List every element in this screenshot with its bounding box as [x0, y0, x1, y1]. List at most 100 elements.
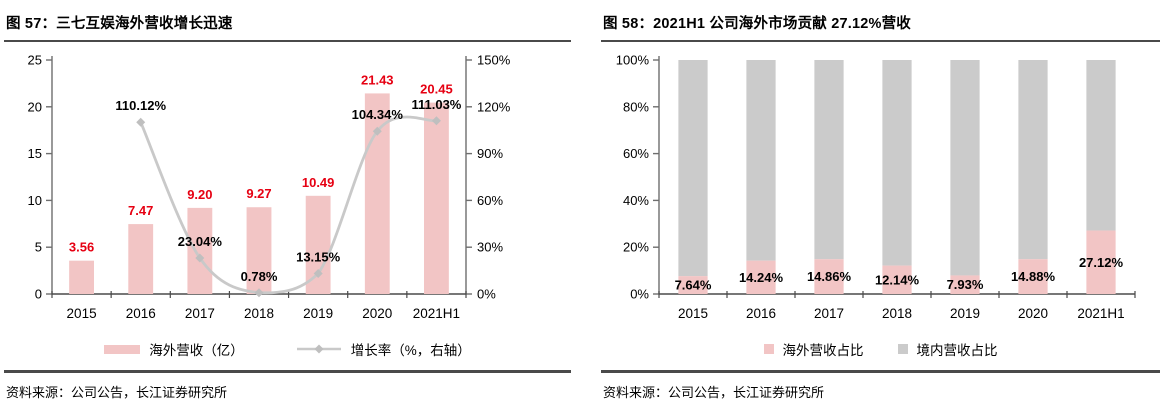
legend-label-growth-rate: 增长率（%，右轴） — [350, 343, 471, 358]
bar-2017 — [187, 207, 213, 294]
overseas-segment-2019 — [950, 275, 980, 294]
overseas-share-label-2019: 7.93% — [947, 277, 984, 292]
figure-58-footer-divider — [601, 370, 1160, 373]
category-label-2021H1: 2021H1 — [1077, 306, 1124, 321]
svg-text:25: 25 — [28, 53, 42, 68]
category-label-2020: 2020 — [1018, 306, 1048, 321]
line-marker-2021H1 — [431, 116, 441, 126]
legend-item-growth-rate: 增长率（%，右轴） — [296, 339, 471, 359]
figure-58-stacked-chart: 0%20%40%60%80%100%2015 2016 2017 2018 2019 20… — [616, 53, 1136, 321]
legend-label-domestic-share: 境内营收占比 — [916, 343, 998, 358]
overseas-segment-2016 — [746, 260, 776, 294]
left-axis: 0 5 10 15 20 25 — [28, 53, 53, 302]
category-label-2015: 2015 — [678, 306, 708, 321]
line-label-2019: 13.15% — [296, 249, 341, 264]
svg-text:60%: 60% — [477, 193, 503, 208]
x-axis: 2015 2016 2017 2018 2019 2020 2021H1 — [51, 291, 467, 321]
left-axis: 0% 20% 40% 60% 80% 100% — [616, 53, 660, 302]
bar-label-2021H1: 20.45 — [420, 82, 453, 97]
overseas-share-swatch-icon — [763, 344, 774, 354]
bar-label-2015: 3.56 — [69, 240, 94, 255]
svg-text:40%: 40% — [623, 193, 649, 208]
domestic-segment-2020 — [1018, 60, 1048, 260]
overseas-share-label-2018: 12.14% — [875, 272, 920, 287]
figure-58-title: 图 58：2021H1 公司海外市场贡献 27.12%营收 — [601, 12, 1160, 42]
overseas-segment-2021H1 — [1086, 230, 1116, 294]
category-label-2018: 2018 — [882, 306, 912, 321]
growth-rate-line-swatch-icon — [296, 344, 341, 354]
bar-2015 — [69, 260, 94, 294]
line-marker-2016 — [136, 117, 146, 127]
svg-text:0%: 0% — [630, 287, 649, 302]
category-label-2017: 2017 — [814, 306, 844, 321]
overseas-share-label-2016: 14.24% — [739, 270, 784, 285]
figure-57-title: 图 57：三七互娱海外营收增长迅速 — [4, 12, 571, 42]
svg-text:20: 20 — [28, 99, 42, 114]
line-label-2016: 110.12% — [115, 98, 166, 113]
svg-text:10: 10 — [28, 193, 42, 208]
overseas-share-label-2020: 14.88% — [1011, 269, 1056, 284]
svg-text:30%: 30% — [477, 240, 503, 255]
figure-57-legend: 海外营收（亿） 增长率（%，右轴） — [4, 337, 571, 361]
overseas-segment-2015 — [678, 276, 708, 294]
figure-58-source: 资料来源：公司公告，长江证券研究所 — [603, 385, 825, 400]
legend-item-overseas-share: 海外营收占比 — [763, 339, 864, 359]
figure-58-legend: 海外营收占比 境内营收占比 — [601, 337, 1160, 361]
overseas-segment-2017 — [814, 259, 844, 294]
overseas-revenue-swatch-icon — [104, 344, 141, 354]
domestic-segment-2016 — [746, 60, 776, 261]
growth-rate-line — [139, 115, 437, 295]
overseas-segment-2018 — [882, 265, 912, 294]
figure-57-footer-divider — [4, 370, 571, 373]
domestic-segment-2017 — [814, 60, 844, 260]
svg-text:5: 5 — [35, 240, 42, 255]
category-label-2020: 2020 — [362, 306, 392, 321]
overseas-share-label-2017: 14.86% — [807, 269, 852, 284]
svg-text:120%: 120% — [477, 99, 511, 114]
line-label-2018: 0.78% — [241, 269, 278, 284]
svg-text:60%: 60% — [623, 146, 649, 161]
figure-58-chart-area: 0% 20% 40% 60% 80% 100% 2015 2016 2017 2018 2019 20… — [601, 44, 1160, 337]
line-marker-2017 — [195, 253, 205, 263]
bar-label-2018: 9.27 — [246, 186, 271, 201]
line-label-2017: 23.04% — [178, 234, 223, 249]
domestic-segment-2015 — [678, 60, 708, 277]
domestic-share-swatch-icon — [897, 344, 908, 354]
bar-2018 — [246, 207, 272, 294]
figure-57-panel: 图 57：三七互娱海外营收增长迅速 0 5 10 15 20 25 0% 30% 60% 90% 1… — [0, 4, 583, 401]
overseas-share-label-2021H1: 27.12% — [1079, 255, 1124, 270]
figure-58-panel: 图 58：2021H1 公司海外市场贡献 27.12%营收 0% 20% 40% 60… — [583, 4, 1166, 401]
bar-2016 — [128, 224, 154, 294]
category-label-2019: 2019 — [303, 306, 333, 321]
legend-label-overseas-revenue: 海外营收（亿） — [149, 343, 244, 358]
svg-text:100%: 100% — [616, 53, 650, 68]
svg-text:15: 15 — [28, 146, 42, 161]
bar-label-2019: 10.49 — [302, 175, 335, 190]
category-label-2019: 2019 — [950, 306, 980, 321]
line-marker-2019 — [313, 268, 323, 278]
bar-label-2017: 9.20 — [187, 187, 212, 202]
category-label-2016: 2016 — [746, 306, 776, 321]
overseas-revenue-bars: 3.56 7.47 9.20 9.27 10.49 21.43 20.45 — [69, 72, 453, 295]
category-label-2015: 2015 — [67, 306, 97, 321]
line-marker-2020 — [372, 126, 382, 136]
domestic-segment-2018 — [882, 60, 912, 266]
growth-rate-line-series: 110.12% 23.04% 0.78% 13.15% 104.34% 111.03% — [115, 97, 462, 298]
svg-text:90%: 90% — [477, 146, 503, 161]
legend-label-overseas-share: 海外营收占比 — [782, 343, 864, 358]
legend-item-domestic-share: 境内营收占比 — [897, 339, 998, 359]
line-marker-2018 — [254, 288, 264, 298]
svg-text:0: 0 — [35, 287, 42, 302]
bar-2021H1 — [424, 102, 449, 294]
bar-label-2020: 21.43 — [361, 72, 394, 87]
legend-item-overseas-revenue: 海外营收（亿） — [104, 339, 244, 359]
stacked-bars: 7.64% 14.24% 14.86% 12.14% 7.93% 14.88% 27.12% — [675, 60, 1124, 294]
figure-57-chart-area: 0 5 10 15 20 25 0% 30% 60% 90% 120% 150% 2015 2016 201… — [4, 44, 571, 337]
domestic-segment-2019 — [950, 60, 980, 276]
svg-text:150%: 150% — [477, 53, 511, 68]
overseas-segment-2020 — [1018, 259, 1048, 294]
category-label-2016: 2016 — [126, 306, 156, 321]
category-label-2017: 2017 — [185, 306, 215, 321]
